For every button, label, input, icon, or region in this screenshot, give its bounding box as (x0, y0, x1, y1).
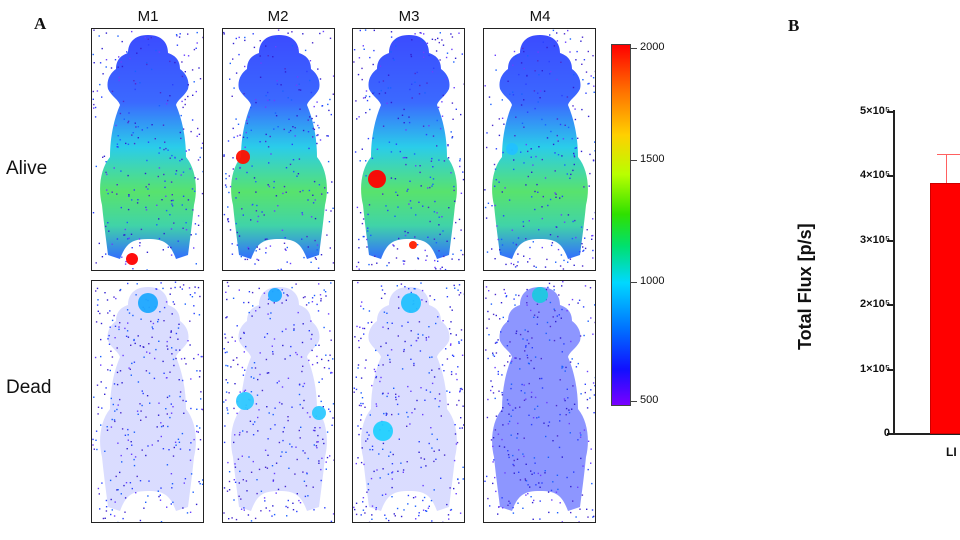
y-tick-label: 4×10⁵ (860, 169, 890, 182)
image-m4-alive (483, 28, 596, 271)
y-tick-mark (887, 111, 894, 113)
bioluminescence-image (484, 281, 595, 522)
y-tick-mark (887, 175, 894, 178)
mouse-silhouette (231, 35, 327, 259)
colorbar-label-500: 500 (640, 394, 659, 406)
column-label-m4: M4 (529, 8, 551, 25)
bioluminescence-image (92, 29, 203, 270)
image-m2-dead (222, 280, 335, 523)
signal-hotspot (373, 421, 393, 441)
signal-hotspot (138, 293, 158, 313)
y-tick-mark (887, 368, 894, 371)
signal-hotspot (532, 287, 548, 303)
colorbar (611, 44, 631, 406)
speckle-noise (484, 281, 595, 522)
x-category-label: LI (946, 445, 957, 459)
bioluminescence-image (353, 29, 464, 270)
signal-hotspot (312, 406, 326, 420)
speckle-noise (353, 281, 464, 522)
mouse-silhouette (100, 35, 196, 259)
row-label-alive: Alive (6, 158, 48, 179)
speckle-noise (92, 281, 203, 522)
colorbar-label-2000: 2000 (640, 41, 665, 53)
signal-hotspot (236, 392, 254, 410)
error-bar-cap (937, 153, 960, 155)
mouse-silhouette (361, 35, 457, 259)
image-m1-dead (91, 280, 204, 523)
y-tick-label: 1×10⁵ (860, 362, 890, 375)
signal-hotspot (401, 293, 421, 313)
y-tick-label: 5×10⁵ (860, 105, 890, 117)
x-axis-line (893, 433, 960, 435)
colorbar-label-1000: 1000 (640, 275, 665, 287)
error-bar (946, 153, 947, 183)
colorbar-label-1500: 1500 (640, 153, 665, 165)
signal-hotspot (268, 288, 282, 302)
signal-hotspot (126, 253, 138, 265)
panel-label-b: B (788, 16, 800, 35)
speckle-noise (223, 281, 334, 522)
bioluminescence-image (92, 281, 203, 522)
image-m3-alive (352, 28, 465, 271)
signal-hotspot (368, 170, 386, 188)
column-label-m3: M3 (398, 8, 420, 25)
signal-hotspot (506, 143, 518, 155)
image-m1-alive (91, 28, 204, 271)
bioluminescence-image (484, 29, 595, 270)
y-tick-label: 2×10⁵ (860, 298, 890, 311)
speckle-noise (92, 29, 203, 270)
bar-li (930, 182, 960, 434)
speckle-noise (223, 29, 334, 270)
bioluminescence-image (353, 281, 464, 522)
colorbar-tick (631, 160, 637, 161)
colorbar-tick (631, 48, 637, 49)
speckle-noise (484, 29, 595, 270)
mouse-silhouette (100, 287, 196, 511)
y-axis-title: Total Flux [p/s] (795, 223, 815, 350)
image-m3-dead (352, 280, 465, 523)
signal-hotspot (236, 150, 250, 164)
y-tick-label: 3×10⁵ (860, 233, 890, 246)
mouse-silhouette (492, 35, 588, 259)
image-m4-dead (483, 280, 596, 523)
bioluminescence-image (223, 29, 334, 270)
y-axis-line (893, 110, 895, 435)
signal-hotspot (409, 241, 417, 249)
y-tick-mark (887, 304, 894, 307)
colorbar-tick (631, 282, 637, 283)
y-tick-label: 0 (883, 427, 890, 439)
y-tick-mark (887, 433, 894, 435)
panel-label-a: A (34, 14, 47, 33)
row-label-dead: Dead (6, 377, 52, 398)
mouse-silhouette (361, 287, 457, 511)
colorbar-tick (631, 401, 637, 402)
y-tick-mark (887, 239, 894, 242)
column-label-m2: M2 (267, 8, 289, 25)
image-m2-alive (222, 28, 335, 271)
column-label-m1: M1 (137, 8, 159, 25)
bioluminescence-image (223, 281, 334, 522)
speckle-noise (353, 29, 464, 270)
mouse-silhouette (492, 287, 588, 511)
